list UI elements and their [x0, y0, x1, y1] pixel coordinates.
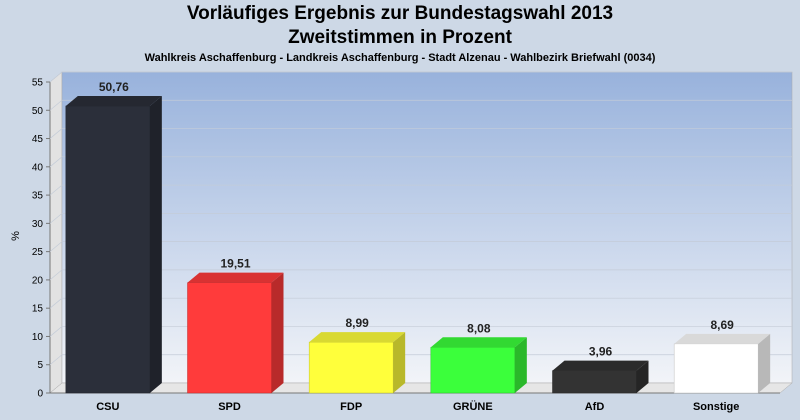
- grid-line-side: [49, 354, 63, 365]
- chart-title: Vorläufiges Ergebnis zur Bundestagswahl …: [186, 3, 614, 24]
- data-label: 8,99: [345, 316, 369, 330]
- plot-back-wall: [61, 71, 793, 384]
- x-tick-label: CSU: [96, 401, 119, 413]
- bar-csu: [65, 95, 162, 394]
- y-tick-label: 10: [32, 332, 44, 343]
- chart-subtitle: Zweitstimmen in Prozent: [288, 27, 512, 48]
- bar-side: [758, 333, 771, 393]
- grid-line-side: [49, 156, 63, 168]
- grid-line-side: [49, 184, 63, 196]
- x-tick-label: Sonstige: [693, 401, 739, 413]
- x-tick-label: SPD: [218, 401, 241, 413]
- y-tick-label: 15: [32, 304, 44, 315]
- bar-front: [308, 341, 394, 394]
- x-tick-label: FDP: [340, 401, 362, 413]
- x-tick-label: GRÜNE: [453, 400, 493, 413]
- bar-top: [430, 337, 527, 348]
- data-label: 50,76: [99, 80, 129, 94]
- bar-top: [65, 95, 162, 106]
- grid-line-side: [49, 100, 63, 111]
- bar-side: [636, 360, 649, 393]
- x-tick-label: AfD: [585, 401, 605, 413]
- bar-top: [552, 360, 649, 371]
- grid-line-side: [49, 241, 63, 252]
- grid-line-side: [49, 269, 63, 281]
- bar-front: [430, 347, 516, 394]
- chart-caption: Wahlkreis Aschaffenburg - Landkreis Asch…: [144, 52, 656, 64]
- bar-side: [149, 95, 162, 393]
- y-tick-label: 20: [32, 275, 44, 286]
- bar-fdp: [308, 332, 406, 394]
- bar-spd: [187, 272, 284, 394]
- y-tick-label: 0: [37, 389, 43, 400]
- y-tick-label: 40: [32, 162, 44, 173]
- y-axis-label: %: [10, 231, 22, 241]
- y-tick-label: 5: [37, 360, 43, 371]
- bar-side: [393, 332, 406, 393]
- y-tick-label: 45: [32, 134, 44, 145]
- bar-sonstige: [673, 333, 771, 394]
- bar-grüne: [430, 337, 527, 394]
- grid-line-side: [49, 297, 63, 309]
- data-label: 8,69: [710, 318, 734, 332]
- bar-afd: [552, 360, 649, 394]
- bar-top: [674, 333, 771, 344]
- y-tick-label: 30: [32, 219, 44, 230]
- bar-top: [309, 332, 406, 343]
- bar-side: [514, 337, 527, 393]
- bar-side: [271, 272, 284, 393]
- bar-front: [187, 282, 272, 394]
- grid-line-side: [49, 128, 63, 139]
- data-label: 3,96: [589, 345, 613, 359]
- y-tick-label: 55: [32, 78, 44, 89]
- y-tick-label: 25: [32, 247, 44, 258]
- y-tick-label: 35: [32, 191, 44, 202]
- data-label: 8,08: [467, 321, 491, 335]
- data-label: 19,51: [220, 257, 250, 271]
- grid-line-side: [49, 71, 63, 83]
- grid-line-side: [49, 213, 63, 224]
- bar-top: [187, 272, 284, 283]
- grid-line-side: [49, 326, 63, 337]
- bar-front: [673, 343, 759, 394]
- plot-side-wall: [49, 71, 63, 394]
- bar-front: [552, 370, 637, 394]
- y-tick-label: 50: [32, 106, 44, 117]
- bar-front: [65, 105, 151, 394]
